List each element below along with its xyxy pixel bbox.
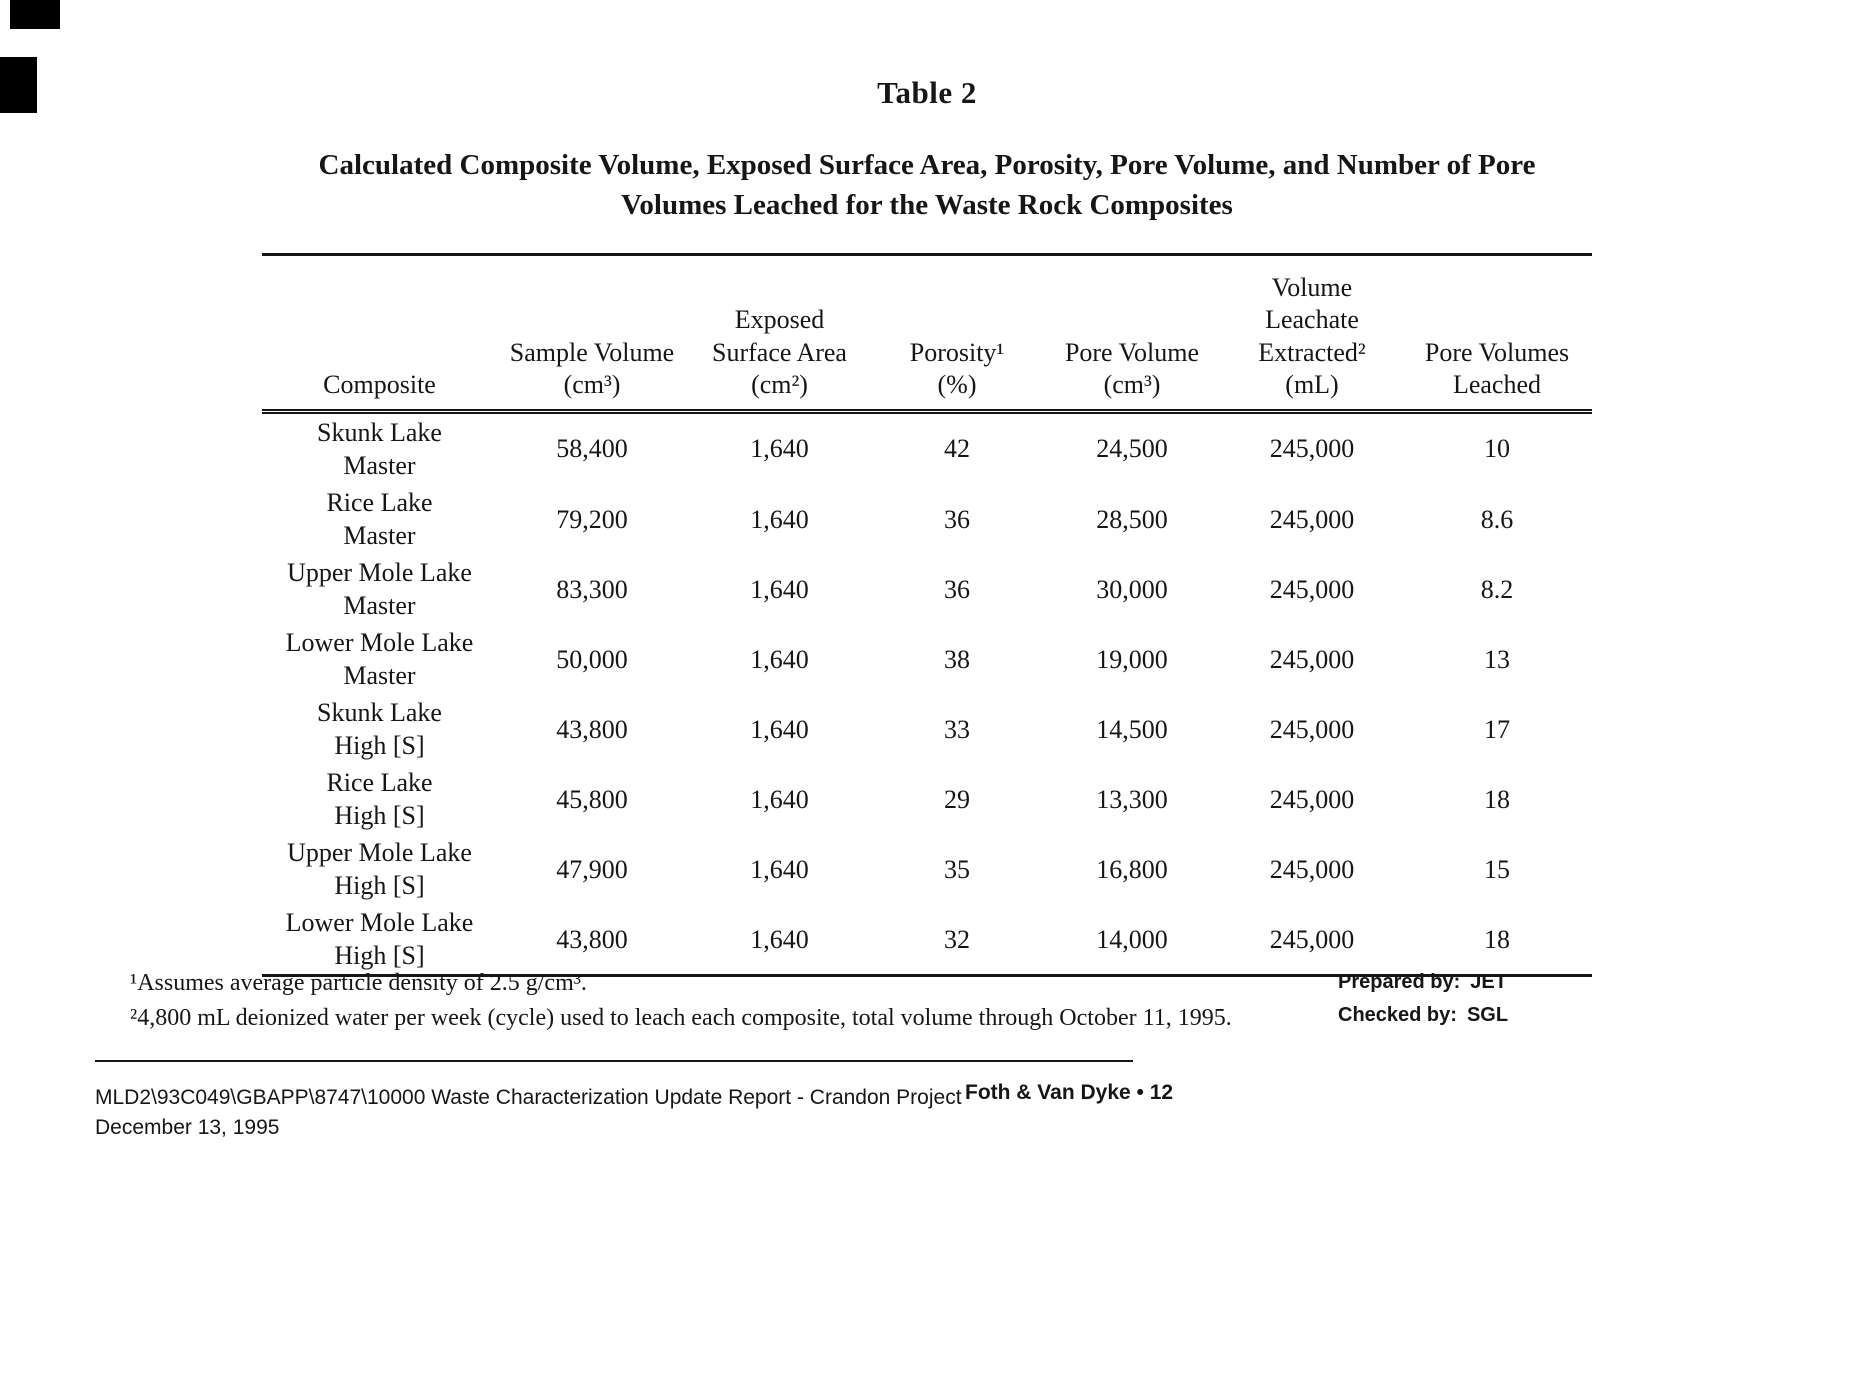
column-header-composite: Composite xyxy=(262,254,497,414)
table-row: Upper Mole Lake High [S] 47,900 1,640 35… xyxy=(262,834,1592,904)
leachate-extracted-cell: 245,000 xyxy=(1269,504,1355,534)
leachate-extracted-cell: 245,000 xyxy=(1269,784,1355,814)
porosity-cell: 33 xyxy=(944,714,970,744)
pore-volume-cell: 24,500 xyxy=(1096,434,1168,464)
surface-area-cell: 1,640 xyxy=(750,574,809,604)
sample-volume-cell: 43,800 xyxy=(556,924,628,954)
table-caption: Calculated Composite Volume, Exposed Sur… xyxy=(318,149,1536,222)
column-header-pore-volumes-leached: Pore Volumes Leached xyxy=(1402,254,1592,414)
leachate-extracted-cell: 245,000 xyxy=(1269,574,1355,604)
sample-volume-cell: 83,300 xyxy=(556,574,628,604)
header-row: Composite Sample Volume (cm³) Exposed Su… xyxy=(262,254,1592,414)
composite-name: Rice Lake High [S] xyxy=(326,768,433,831)
checked-by-label: Checked by: xyxy=(1338,1004,1457,1026)
porosity-cell: 42 xyxy=(944,434,970,464)
column-header-leachate-extracted: Volume Leachate Extracted² (mL) xyxy=(1222,254,1402,414)
checked-by-line: Checked by: SGL xyxy=(1338,999,1508,1032)
table-row: Lower Mole Lake Master 50,000 1,640 38 1… xyxy=(262,624,1592,694)
pore-volumes-leached-cell: 17 xyxy=(1484,714,1510,744)
leachate-extracted-cell: 245,000 xyxy=(1269,714,1355,744)
pore-volumes-leached-cell: 15 xyxy=(1484,854,1510,884)
sample-volume-cell: 79,200 xyxy=(556,504,628,534)
pore-volumes-leached-cell: 10 xyxy=(1484,434,1510,464)
sample-volume-cell: 50,000 xyxy=(556,644,628,674)
column-header-pore-volume: Pore Volume (cm³) xyxy=(1042,254,1222,414)
composites-table: Composite Sample Volume (cm³) Exposed Su… xyxy=(262,253,1592,978)
table-row: Skunk Lake Master 58,400 1,640 42 24,500… xyxy=(262,411,1592,484)
pore-volumes-leached-cell: 13 xyxy=(1484,644,1510,674)
surface-area-cell: 1,640 xyxy=(750,434,809,464)
sample-volume-cell: 43,800 xyxy=(556,714,628,744)
column-header-surface-area: Exposed Surface Area (cm²) xyxy=(687,254,872,414)
porosity-cell: 36 xyxy=(944,504,970,534)
table-row: Skunk Lake High [S] 43,800 1,640 33 14,5… xyxy=(262,694,1592,764)
prepared-by-value: JET xyxy=(1470,971,1507,993)
scan-artifact xyxy=(0,57,37,113)
surface-area-cell: 1,640 xyxy=(750,504,809,534)
prepared-by-line: Prepared by: JET xyxy=(1338,966,1508,999)
porosity-cell: 35 xyxy=(944,854,970,884)
pore-volumes-leached-cell: 18 xyxy=(1484,924,1510,954)
scan-artifact xyxy=(10,0,60,29)
table-row: Rice Lake Master 79,200 1,640 36 28,500 … xyxy=(262,484,1592,554)
leachate-extracted-cell: 245,000 xyxy=(1269,854,1355,884)
composite-name: Rice Lake Master xyxy=(326,488,433,551)
table-number-title: Table 2 xyxy=(877,75,977,110)
pore-volume-cell: 16,800 xyxy=(1096,854,1168,884)
checked-by-value: SGL xyxy=(1466,1004,1509,1026)
leachate-extracted-cell: 245,000 xyxy=(1269,434,1355,464)
footnote-2: ²4,800 mL deionized water per week (cycl… xyxy=(130,1004,1232,1031)
porosity-cell: 29 xyxy=(944,784,970,814)
prepared-by-label: Prepared by: xyxy=(1338,971,1461,993)
composite-name: Skunk Lake Master xyxy=(317,417,442,480)
leachate-extracted-cell: 245,000 xyxy=(1269,644,1355,674)
porosity-cell: 32 xyxy=(944,924,970,954)
pore-volume-cell: 19,000 xyxy=(1096,644,1168,674)
footnote-1: ¹Assumes average particle density of 2.5… xyxy=(130,970,587,996)
pore-volume-cell: 28,500 xyxy=(1096,504,1168,534)
pore-volumes-leached-cell: 8.6 xyxy=(1480,504,1514,534)
composite-name: Upper Mole Lake High [S] xyxy=(287,838,472,901)
pore-volumes-leached-cell: 18 xyxy=(1484,784,1510,814)
leachate-extracted-cell: 245,000 xyxy=(1269,924,1355,954)
footnotes: ¹Assumes average particle density of 2.5… xyxy=(130,966,1232,1036)
composite-name: Lower Mole Lake High [S] xyxy=(285,908,474,971)
column-header-sample-volume: Sample Volume (cm³) xyxy=(497,254,687,414)
table-row: Upper Mole Lake Master 83,300 1,640 36 3… xyxy=(262,554,1592,624)
pore-volume-cell: 30,000 xyxy=(1096,574,1168,604)
column-header-porosity: Porosity¹ (%) xyxy=(872,254,1042,414)
sample-volume-cell: 45,800 xyxy=(556,784,628,814)
composite-name: Skunk Lake High [S] xyxy=(317,698,442,761)
surface-area-cell: 1,640 xyxy=(750,784,809,814)
sample-volume-cell: 58,400 xyxy=(556,434,628,464)
footer-document-path: MLD2\93C049\GBAPP\8747\10000 Waste Chara… xyxy=(95,1086,962,1109)
pore-volumes-leached-cell: 8.2 xyxy=(1480,574,1514,604)
pore-volume-cell: 14,500 xyxy=(1096,714,1168,744)
sample-volume-cell: 47,900 xyxy=(556,854,628,884)
table-row: Rice Lake High [S] 45,800 1,640 29 13,30… xyxy=(262,764,1592,834)
pore-volume-cell: 13,300 xyxy=(1096,784,1168,814)
composite-name: Lower Mole Lake Master xyxy=(285,628,474,691)
surface-area-cell: 1,640 xyxy=(750,644,809,674)
pore-volume-cell: 14,000 xyxy=(1096,924,1168,954)
footer-divider xyxy=(95,1060,1133,1062)
composite-name: Upper Mole Lake Master xyxy=(287,558,472,621)
surface-area-cell: 1,640 xyxy=(750,714,809,744)
footer-left-block: MLD2\93C049\GBAPP\8747\10000 Waste Chara… xyxy=(95,1083,962,1144)
surface-area-cell: 1,640 xyxy=(750,854,809,884)
footer-date: December 13, 1995 xyxy=(95,1116,280,1140)
surface-area-cell: 1,640 xyxy=(750,924,809,954)
porosity-cell: 38 xyxy=(944,644,970,674)
table-row: Lower Mole Lake High [S] 43,800 1,640 32… xyxy=(262,904,1592,976)
footer-org-page: Foth & Van Dyke • 12 xyxy=(965,1081,1174,1104)
signoff-block: Prepared by: JET Checked by: SGL xyxy=(1338,966,1508,1032)
porosity-cell: 36 xyxy=(944,574,970,604)
